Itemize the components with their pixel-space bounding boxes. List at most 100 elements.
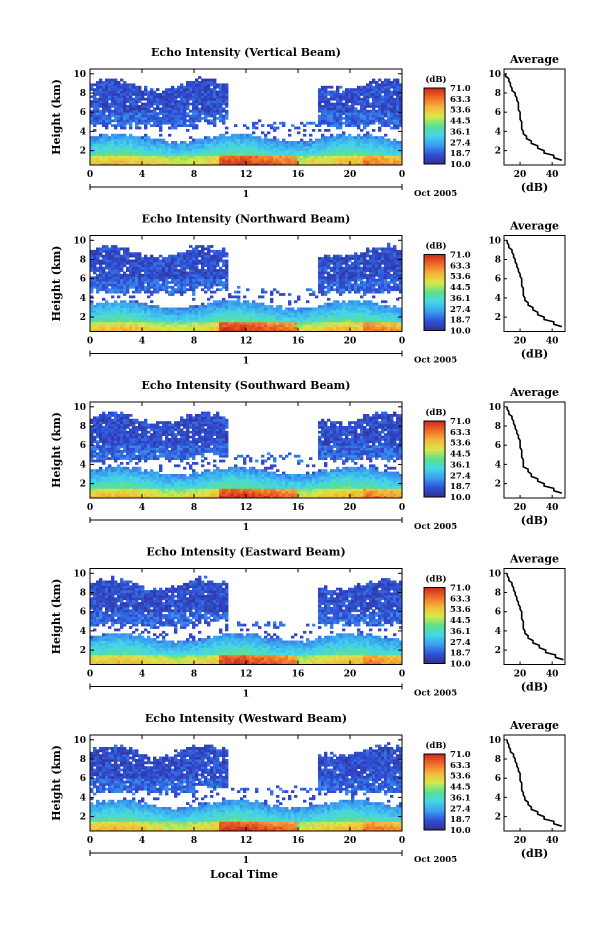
heatmap-cell <box>129 326 133 330</box>
heatmap-cell <box>384 143 388 147</box>
heatmap-cell <box>363 141 367 144</box>
heatmap-cell <box>276 324 280 328</box>
heatmap-cell <box>342 90 346 94</box>
heatmap-cell <box>342 278 346 282</box>
heatmap-cell <box>375 329 379 332</box>
heatmap-cell <box>168 93 172 96</box>
heatmap-cell <box>102 321 106 325</box>
heatmap-cell <box>384 78 388 82</box>
heatmap-cell <box>255 312 259 316</box>
heatmap-cell <box>132 143 136 147</box>
heatmap-cell <box>387 88 391 91</box>
heatmap-cell <box>393 309 397 313</box>
heatmap-cell <box>372 129 376 132</box>
heatmap-cell <box>252 309 256 313</box>
heatmap-cell <box>123 100 127 103</box>
heatmap-cell <box>102 117 106 120</box>
heatmap-cell <box>222 95 226 99</box>
heatmap-cell <box>339 254 343 258</box>
heatmap-cell <box>96 121 100 125</box>
heatmap-cell <box>216 95 220 99</box>
heatmap-cell <box>135 117 139 120</box>
heatmap-cell <box>309 321 313 325</box>
heatmap-cell <box>198 273 202 277</box>
heatmap-cell <box>201 307 205 311</box>
heatmap-cell <box>111 133 115 137</box>
heatmap-cell <box>354 141 358 144</box>
heatmap-cell <box>363 102 367 106</box>
heatmap-cell <box>354 107 358 111</box>
heatmap-cell <box>180 324 184 328</box>
heatmap-cell <box>330 121 334 125</box>
heatmap-cell <box>147 317 151 320</box>
heatmap-cell <box>222 254 226 258</box>
heatmap-cell <box>207 155 211 159</box>
heatmap-cell <box>249 155 253 159</box>
heatmap-cell <box>366 283 370 287</box>
heatmap-cell <box>297 317 301 320</box>
heatmap-cell <box>261 326 265 330</box>
heatmap-cell <box>165 90 169 94</box>
heatmap-cell <box>264 321 268 325</box>
heatmap-cell <box>321 93 325 96</box>
heatmap-cell <box>207 326 211 330</box>
colorbar-segment <box>424 140 445 143</box>
colorbar-segment <box>424 130 445 133</box>
heatmap-cell <box>177 273 181 277</box>
heatmap-cell <box>171 271 175 275</box>
heatmap-cell <box>99 266 103 270</box>
heatmap-cell <box>393 90 397 94</box>
heatmap-cell <box>135 119 139 123</box>
heatmap-cell <box>300 317 304 320</box>
heatmap-cell <box>237 143 241 147</box>
heatmap-cell <box>354 97 358 101</box>
heatmap-cell <box>261 312 265 316</box>
heatmap-cell <box>189 245 193 248</box>
heatmap-cell <box>357 288 361 292</box>
heatmap-cell <box>162 105 166 108</box>
heatmap-cell <box>120 150 124 154</box>
heatmap-cell <box>168 312 172 316</box>
heatmap-cell <box>174 93 178 96</box>
heatmap-cell <box>90 309 94 313</box>
heatmap-cell <box>207 288 211 292</box>
heatmap-cell <box>216 307 220 311</box>
heatmap-cell <box>186 278 190 282</box>
heatmap-cell <box>144 88 148 91</box>
heatmap-cell <box>135 112 139 115</box>
heatmap-cell <box>219 119 223 123</box>
heatmap-cell <box>126 138 130 142</box>
heatmap-cell <box>165 271 169 275</box>
heatmap-cell <box>321 278 325 282</box>
heatmap-cell <box>153 148 157 151</box>
heatmap-cell <box>177 261 181 265</box>
heatmap-cell <box>123 312 127 316</box>
heatmap-cell <box>216 160 220 163</box>
heatmap-cell <box>210 114 214 118</box>
heatmap-cell <box>246 314 250 318</box>
heatmap-cell <box>180 283 184 287</box>
heatmap-cell <box>123 252 127 256</box>
heatmap-cell <box>246 150 250 154</box>
heatmap-cell <box>159 117 163 120</box>
heatmap-cell <box>96 249 100 253</box>
heatmap-cell <box>354 288 358 292</box>
heatmap-cell <box>360 261 364 265</box>
heatmap-cell <box>90 157 94 161</box>
heatmap-cell <box>333 326 337 330</box>
heatmap-cell <box>360 302 364 306</box>
heatmap-cell <box>231 150 235 154</box>
heatmap-cell <box>204 153 208 156</box>
heatmap-cell <box>192 269 196 272</box>
heatmap-cell <box>114 305 118 308</box>
heatmap-cell <box>297 148 301 151</box>
heatmap-cell <box>144 85 148 89</box>
heatmap-cell <box>261 155 265 159</box>
heatmap-cell <box>366 136 370 139</box>
heatmap-cell <box>354 100 358 103</box>
heatmap-cell <box>342 160 346 163</box>
heatmap-cell <box>339 281 343 284</box>
heatmap-cell <box>321 97 325 101</box>
heatmap-cell <box>282 319 286 323</box>
heatmap-cell <box>324 117 328 120</box>
